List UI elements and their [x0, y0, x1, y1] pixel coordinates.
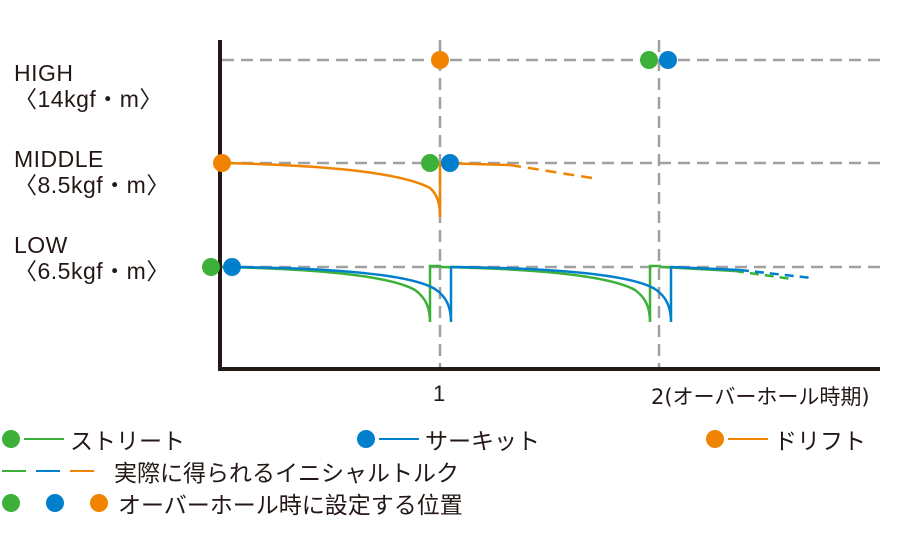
x-tick-2: 2(オーバーホール時期) — [651, 385, 870, 409]
legend-dashed-row: 実際に得られるイニシャルトルク — [2, 456, 459, 487]
legend-drift-label: ドリフト — [774, 429, 866, 455]
series-drift — [221, 161, 593, 218]
y-label-high-value: 〈14kgf・m〉 — [14, 86, 163, 112]
dot-drift-1 — [431, 51, 449, 69]
legend-street: ストリート — [2, 422, 185, 456]
legend-circuit: サーキット — [357, 422, 540, 456]
legend-street-dot-icon — [2, 430, 20, 448]
y-label-low-value: 〈6.5kgf・m〉 — [14, 258, 170, 284]
y-label-high-title: HIGH — [14, 60, 74, 86]
y-label-high: HIGH 〈14kgf・m〉 — [14, 60, 163, 112]
y-label-low: LOW 〈6.5kgf・m〉 — [14, 232, 170, 284]
dashed-orange-icon — [70, 470, 94, 472]
dashed-blue-icon — [36, 470, 60, 472]
axes — [218, 40, 880, 371]
dot-circuit-2 — [659, 51, 677, 69]
legend-dot-note: オーバーホール時に設定する位置 — [118, 493, 463, 519]
y-label-middle-title: MIDDLE — [14, 146, 104, 172]
legend-drift-dot-icon — [706, 430, 724, 448]
dot-street-1 — [421, 154, 439, 172]
dot-circuit-0 — [223, 258, 241, 276]
y-label-low-title: LOW — [14, 232, 68, 258]
series-street — [221, 264, 793, 323]
dot-drift-0 — [213, 154, 231, 172]
legend-drift-line-icon — [728, 438, 768, 440]
legend-drift: ドリフト — [706, 422, 866, 456]
chart-plot — [202, 40, 880, 371]
legend-circuit-dot-icon — [357, 430, 375, 448]
dashed-green-icon — [2, 470, 26, 472]
dot-circuit-1 — [441, 154, 459, 172]
legend-dashed-note: 実際に得られるイニシャルトルク — [114, 461, 459, 487]
dot-orange-icon — [90, 494, 108, 512]
legend-series-row: ストリート サーキット ドリフト — [0, 422, 920, 456]
dot-green-icon — [2, 494, 20, 512]
legend-street-label: ストリート — [70, 429, 185, 455]
legend-street-line-icon — [24, 438, 64, 440]
overhaul-dots — [202, 51, 677, 276]
grid-lines — [222, 40, 880, 368]
y-label-middle: MIDDLE 〈8.5kgf・m〉 — [14, 146, 170, 198]
x-tick-1: 1 — [433, 381, 446, 406]
series-circuit — [231, 265, 813, 323]
y-label-middle-value: 〈8.5kgf・m〉 — [14, 172, 170, 198]
dot-street-0 — [202, 258, 220, 276]
legend-circuit-label: サーキット — [425, 429, 540, 455]
legend-circuit-line-icon — [379, 438, 419, 440]
dot-street-2 — [640, 51, 658, 69]
dot-blue-icon — [46, 494, 64, 512]
legend-dot-row: オーバーホール時に設定する位置 — [2, 488, 463, 519]
